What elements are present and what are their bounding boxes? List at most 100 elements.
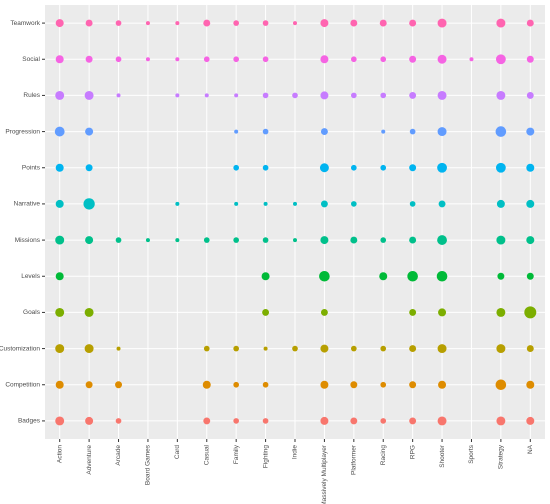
bubble xyxy=(320,128,328,136)
bubble xyxy=(85,55,93,63)
x-tick-label: Shooter xyxy=(439,444,446,468)
x-tick-label: Massively Multiplayer xyxy=(321,444,328,504)
bubble xyxy=(319,163,329,173)
bubble xyxy=(496,90,506,100)
bubble xyxy=(145,21,150,26)
y-tick-label: Social xyxy=(22,56,40,63)
bubble xyxy=(262,381,269,388)
bubble xyxy=(409,128,416,135)
bubble xyxy=(379,272,388,281)
bubble xyxy=(85,416,94,425)
bubble xyxy=(293,238,297,243)
y-tick-label: Badges xyxy=(18,418,41,425)
bubble xyxy=(496,199,505,208)
bubble xyxy=(84,307,94,317)
bubble xyxy=(262,164,269,171)
bubble xyxy=(262,20,269,26)
bubble xyxy=(350,92,357,99)
x-tick-label: Card xyxy=(174,445,181,459)
bubble xyxy=(437,54,447,64)
x-tick-label: Racing xyxy=(380,445,387,466)
bubble xyxy=(204,93,209,98)
x-tick-label: Family xyxy=(233,444,240,464)
bubble xyxy=(437,162,447,173)
bubble xyxy=(320,91,329,100)
bubble xyxy=(54,126,65,137)
bubble xyxy=(469,57,474,62)
x-tick-label: Strategy xyxy=(498,444,505,469)
y-tick-label: Missions xyxy=(15,237,41,244)
bubble xyxy=(380,92,387,99)
bubble xyxy=(202,380,211,389)
x-tick-label: Sports xyxy=(468,444,475,464)
bubble xyxy=(116,93,121,98)
bubble xyxy=(203,345,210,352)
bubble xyxy=(262,308,270,316)
bubble xyxy=(438,380,447,389)
bubble xyxy=(380,345,387,352)
x-tick-label: NA xyxy=(527,444,534,454)
bubble xyxy=(84,90,94,100)
bubble xyxy=(293,201,297,206)
bubble xyxy=(293,21,297,26)
bubble xyxy=(526,163,535,172)
bubble xyxy=(526,91,534,99)
bubble xyxy=(526,55,534,63)
bubble xyxy=(320,55,329,64)
bubble xyxy=(55,380,64,389)
bubble xyxy=(233,418,240,424)
bubble xyxy=(233,345,240,352)
bubble xyxy=(320,19,329,28)
bubble xyxy=(262,237,269,243)
bubble xyxy=(526,416,535,425)
bubble xyxy=(83,198,95,210)
bubble xyxy=(407,270,418,282)
bubble xyxy=(526,345,534,353)
x-tick-label: Action xyxy=(56,445,63,463)
bubble xyxy=(496,18,506,28)
y-tick-label: Competition xyxy=(5,381,40,388)
bubble xyxy=(55,199,64,208)
bubble xyxy=(409,345,417,353)
bubble xyxy=(175,93,180,98)
bubble xyxy=(203,237,210,243)
bubble xyxy=(496,344,506,354)
bubble xyxy=(233,164,240,171)
bubble xyxy=(116,346,121,351)
bubble xyxy=(55,19,64,28)
bubble xyxy=(320,308,328,316)
bubble xyxy=(85,381,93,389)
bubble xyxy=(55,55,64,64)
y-tick-label: Points xyxy=(22,164,41,171)
bubble xyxy=(145,238,150,243)
bubble xyxy=(437,127,447,137)
bubble xyxy=(320,416,329,425)
bubble xyxy=(381,129,386,134)
y-tick-label: Teamwork xyxy=(10,20,40,27)
bubble xyxy=(320,344,329,353)
bubble xyxy=(115,56,122,63)
y-tick-label: Customization xyxy=(0,345,40,352)
bubble xyxy=(496,235,506,245)
bubble xyxy=(350,201,357,207)
bubble xyxy=(55,163,64,172)
bubble xyxy=(524,306,537,319)
bubble xyxy=(175,238,180,243)
x-tick-label: RPG xyxy=(409,445,416,459)
bubble xyxy=(379,19,387,27)
bubble xyxy=(526,272,534,280)
bubble xyxy=(437,344,447,354)
bubble xyxy=(292,345,298,352)
y-tick-label: Rules xyxy=(23,92,40,99)
bubble xyxy=(350,236,358,244)
bubble xyxy=(262,128,269,135)
bubble xyxy=(350,345,357,352)
x-tick-label: Board Games xyxy=(145,444,152,485)
bubble xyxy=(233,381,240,388)
bubble xyxy=(409,308,417,316)
bubble xyxy=(85,19,93,27)
bubble xyxy=(319,270,330,282)
bubble xyxy=(409,381,417,389)
x-tick-label: Platformer xyxy=(351,444,358,475)
bubble xyxy=(496,307,506,317)
